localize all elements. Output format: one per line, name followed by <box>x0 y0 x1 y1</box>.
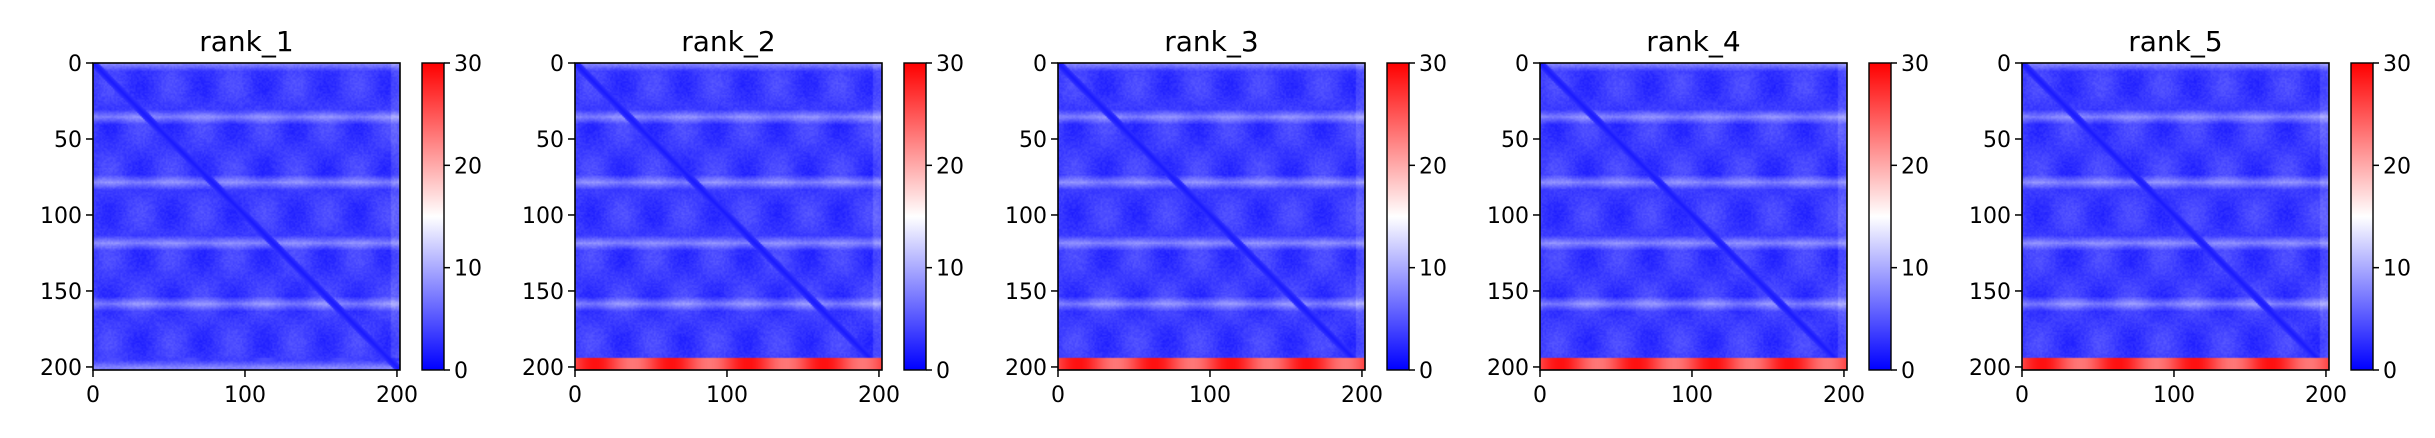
y-tick-label: 0 <box>550 52 564 77</box>
colorbar-tick-label: 10 <box>454 257 482 282</box>
colorbar <box>1387 63 1409 370</box>
heatmap-image <box>1540 63 1847 370</box>
colorbar-tick-label: 20 <box>1419 154 1447 179</box>
x-tick-label: 100 <box>1671 383 1713 408</box>
y-tick-label: 50 <box>1501 128 1529 153</box>
x-tick-label: 200 <box>1341 383 1383 408</box>
panel-title: rank_2 <box>681 25 775 58</box>
colorbar-tick-label: 30 <box>454 52 482 77</box>
y-tick-label: 0 <box>1997 52 2011 77</box>
y-tick-label: 200 <box>522 356 564 381</box>
colorbar-tick-label: 10 <box>936 257 964 282</box>
x-tick-label: 100 <box>224 383 266 408</box>
colorbar-tick-label: 30 <box>1901 52 1929 77</box>
x-tick-label: 200 <box>376 383 418 408</box>
colorbar-tick-label: 10 <box>1901 257 1929 282</box>
colorbar-tick-label: 10 <box>2383 257 2411 282</box>
x-tick-label: 100 <box>1189 383 1231 408</box>
y-tick-label: 0 <box>1515 52 1529 77</box>
colorbar-tick-label: 30 <box>936 52 964 77</box>
x-tick-label: 0 <box>2015 383 2029 408</box>
colorbar-frame <box>903 62 927 371</box>
y-tick-label: 150 <box>40 280 82 305</box>
colorbar-tick-label: 20 <box>2383 154 2411 179</box>
x-tick-label: 100 <box>706 383 748 408</box>
heatmap-image <box>93 63 400 370</box>
colorbar-tick-label: 30 <box>2383 52 2411 77</box>
x-tick-label: 100 <box>2153 383 2195 408</box>
y-tick-label: 0 <box>68 52 82 77</box>
colorbar <box>2351 63 2373 370</box>
axes-frame <box>2021 62 2330 371</box>
colorbar-tick-label: 0 <box>936 359 950 384</box>
y-tick-label: 50 <box>54 128 82 153</box>
x-tick-label: 0 <box>1533 383 1547 408</box>
colorbar <box>422 63 444 370</box>
axes-frame <box>92 62 401 371</box>
colorbar-frame <box>421 62 445 371</box>
y-tick-label: 100 <box>1005 204 1047 229</box>
colorbar <box>904 63 926 370</box>
colorbar <box>1869 63 1891 370</box>
colorbar-frame <box>2350 62 2374 371</box>
panel-title: rank_3 <box>1164 25 1258 58</box>
heatmap-image <box>1058 63 1365 370</box>
y-tick-label: 50 <box>536 128 564 153</box>
x-tick-label: 200 <box>858 383 900 408</box>
y-tick-label: 150 <box>1969 280 2011 305</box>
y-tick-label: 200 <box>1487 356 1529 381</box>
x-tick-label: 200 <box>2305 383 2347 408</box>
colorbar-tick-label: 30 <box>1419 52 1447 77</box>
x-tick-label: 0 <box>1051 383 1065 408</box>
colorbar-frame <box>1868 62 1892 371</box>
colorbar-tick-label: 0 <box>1419 359 1433 384</box>
y-tick-label: 200 <box>1005 356 1047 381</box>
y-tick-label: 100 <box>522 204 564 229</box>
colorbar-tick-label: 0 <box>1901 359 1915 384</box>
colorbar-tick-label: 20 <box>936 154 964 179</box>
heatmap-image <box>2022 63 2329 370</box>
y-tick-label: 200 <box>40 356 82 381</box>
axes-frame <box>574 62 883 371</box>
colorbar-tick-label: 10 <box>1419 257 1447 282</box>
panel-title: rank_4 <box>1646 25 1740 58</box>
y-tick-label: 50 <box>1983 128 2011 153</box>
colorbar-tick-label: 20 <box>454 154 482 179</box>
x-tick-label: 0 <box>86 383 100 408</box>
y-tick-label: 150 <box>522 280 564 305</box>
x-tick-label: 200 <box>1823 383 1865 408</box>
colorbar-tick-label: 20 <box>1901 154 1929 179</box>
x-tick-label: 0 <box>568 383 582 408</box>
y-tick-label: 150 <box>1005 280 1047 305</box>
panel-title: rank_1 <box>199 25 293 58</box>
y-tick-label: 150 <box>1487 280 1529 305</box>
y-tick-label: 200 <box>1969 356 2011 381</box>
y-tick-label: 100 <box>1487 204 1529 229</box>
axes-frame <box>1539 62 1848 371</box>
axes-frame <box>1057 62 1366 371</box>
y-tick-label: 50 <box>1019 128 1047 153</box>
heatmap-image <box>575 63 882 370</box>
colorbar-frame <box>1386 62 1410 371</box>
y-tick-label: 0 <box>1033 52 1047 77</box>
colorbar-tick-label: 0 <box>2383 359 2397 384</box>
y-tick-label: 100 <box>40 204 82 229</box>
panel-title: rank_5 <box>2128 25 2222 58</box>
colorbar-tick-label: 0 <box>454 359 468 384</box>
y-tick-label: 100 <box>1969 204 2011 229</box>
